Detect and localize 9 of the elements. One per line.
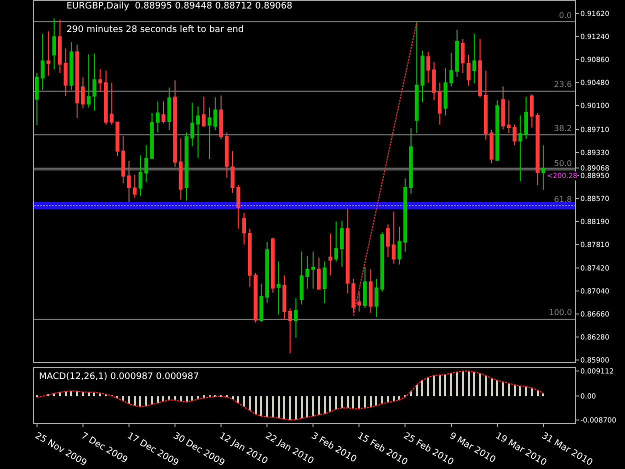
- annotation: 0.0: [559, 11, 572, 20]
- chart-title: MACD(12,26,1) 0.000987 0.000987: [39, 372, 199, 382]
- text: 290 minutes 28 seconds left to bar end: [66, 25, 244, 35]
- annotation: 61.8: [554, 195, 572, 204]
- annotation: 100.0: [549, 308, 572, 317]
- chart-title: EURGBP,Daily 0.88995 0.89448 0.88712 0.89068: [66, 1, 293, 12]
- annotation: 50.0: [554, 159, 572, 168]
- annotation: 23.6: [554, 80, 572, 89]
- annotation: 38.2: [554, 124, 572, 133]
